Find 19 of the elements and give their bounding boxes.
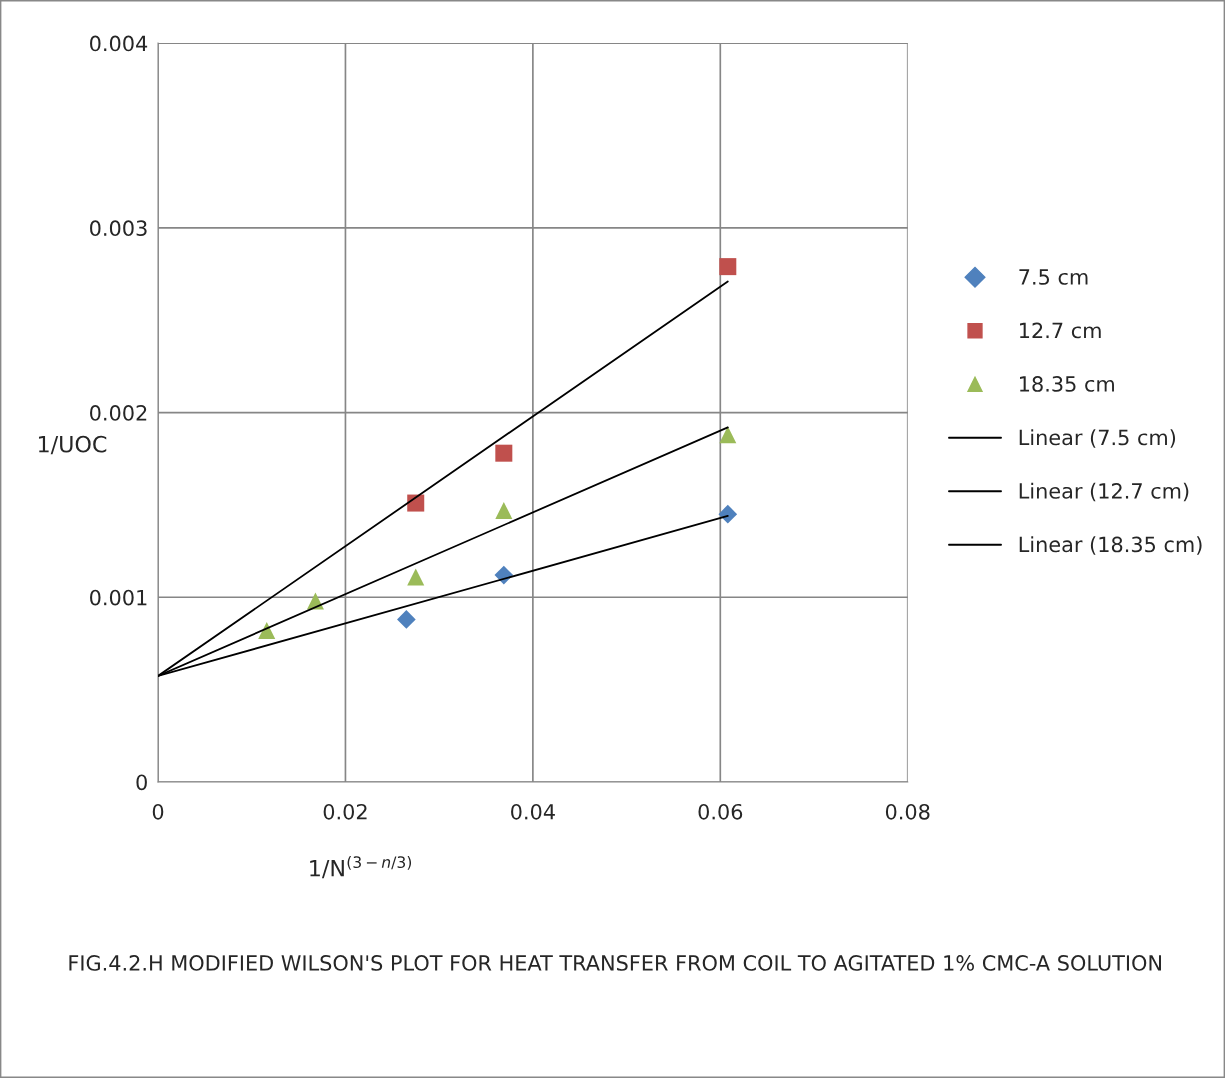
y-axis-title: 1/UOC <box>38 435 107 455</box>
caption: FIG.4.2.H MODIFIED WILSON'S PLOT FOR HEAT TRANSFER FROM COIL TO AGITATED 1% CMC-A SOLUTION <box>69 955 1161 971</box>
y-tick-label: 0 <box>136 774 147 791</box>
y-tick-label: 0.003 <box>90 220 147 237</box>
legend-label: 7.5 cm <box>1019 269 1088 285</box>
y-tick-label: 0.004 <box>90 35 148 52</box>
legend-label: 18.35 cm <box>1020 376 1114 392</box>
legend-label: Linear (7.5 cm) <box>1019 429 1176 448</box>
legend-label: 12.7 cm <box>1020 322 1101 339</box>
x-tick-label: 0.04 <box>511 803 555 820</box>
x-tick-label: 0.08 <box>885 803 930 820</box>
y-tick-label: 0.002 <box>90 405 147 421</box>
legend-label: Linear (12.7 cm) <box>1019 482 1189 502</box>
y-tick-label: 0.001 <box>90 589 147 606</box>
legend-label: Linear (18.35 cm) <box>1019 536 1202 555</box>
x-tick-label: 0.02 <box>323 803 367 820</box>
x-axis-title: 1/N$^{(3−n/3)}$ <box>310 855 412 879</box>
x-tick-label: 0 <box>152 803 164 820</box>
x-tick-label: 0.06 <box>698 803 743 820</box>
